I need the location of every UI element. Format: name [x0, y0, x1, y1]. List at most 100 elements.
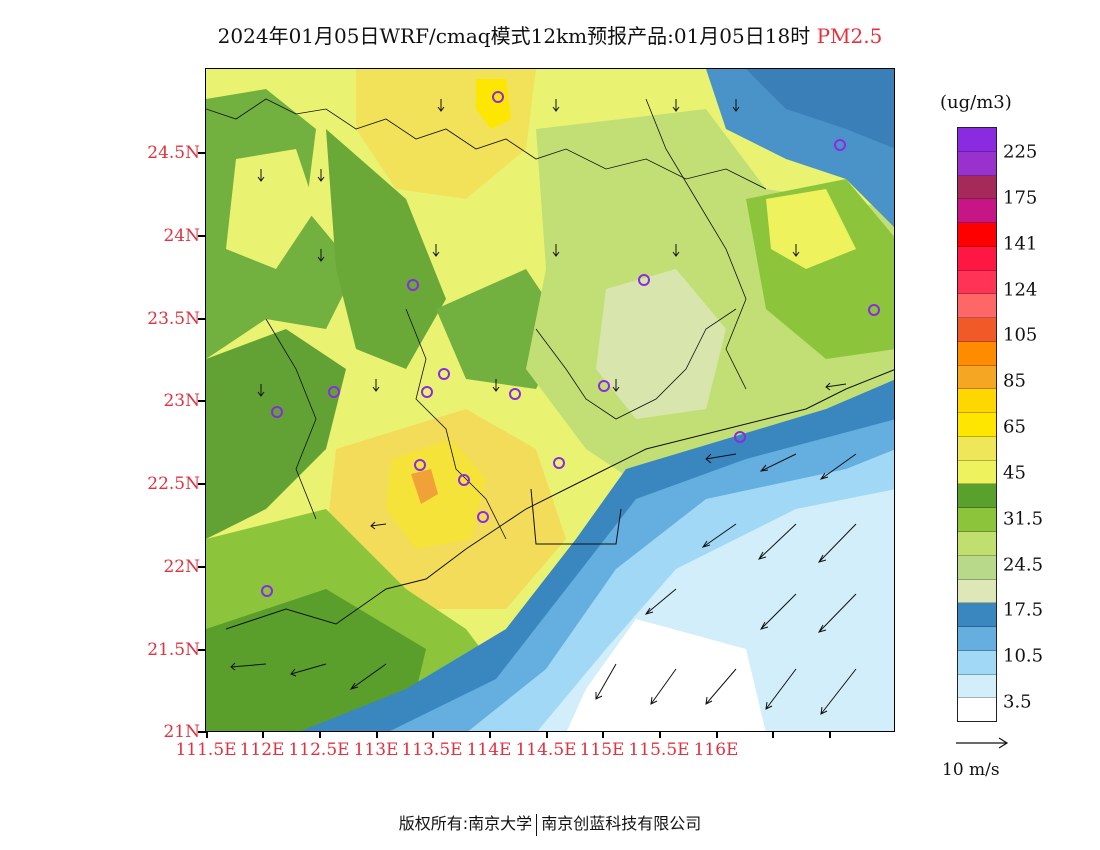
legend-swatch — [958, 199, 996, 224]
lon-tick — [489, 731, 491, 738]
copyright-footer: 版权所有:南京大学 南京创蓝科技有限公司 — [0, 810, 1100, 836]
station-marker — [261, 585, 273, 597]
wind-vector — [432, 244, 440, 257]
legend-swatch — [958, 270, 996, 295]
lat-tick — [198, 649, 206, 651]
legend-label: 45 — [1003, 462, 1026, 484]
wind-vector — [757, 523, 797, 560]
legend-swatch — [958, 128, 996, 152]
lon-label: 116E — [693, 740, 739, 760]
lat-label: 22N — [163, 557, 200, 577]
lat-tick — [198, 318, 206, 320]
wind-vector-key-arrow — [956, 737, 1009, 749]
wind-vector-key-label: 10 m/s — [942, 760, 1000, 780]
legend-swatch — [958, 175, 996, 200]
station-markers — [261, 91, 880, 597]
lon-label: 115.5E — [628, 740, 690, 760]
wind-vector — [825, 382, 847, 391]
lon-tick — [319, 731, 321, 738]
wind-vector — [644, 588, 677, 615]
county-border-west — [265, 318, 317, 520]
wind-vector — [257, 384, 265, 397]
lat-tick — [198, 235, 206, 237]
lon-tick — [376, 731, 378, 738]
wind-vector — [230, 662, 267, 671]
lon-tick — [602, 731, 604, 738]
lat-label: 23N — [163, 391, 200, 411]
pm25-field-orange-core — [411, 469, 438, 504]
legend-label: 124 — [1003, 279, 1038, 301]
station-marker — [438, 368, 450, 380]
station-marker — [638, 274, 650, 286]
pm25-field-green-center — [326, 129, 446, 369]
station-marker — [458, 474, 470, 486]
wind-vector — [650, 668, 677, 705]
legend-label: 65 — [1003, 416, 1026, 438]
legend-swatch — [958, 627, 996, 651]
wind-vector — [792, 244, 800, 257]
lat-tick — [198, 483, 206, 485]
lon-tick — [432, 731, 434, 738]
legend-label: 10.5 — [1003, 645, 1044, 667]
station-marker — [492, 91, 504, 103]
forecast-map — [205, 68, 895, 732]
copyright-company: 南京创蓝科技有限公司 — [541, 814, 702, 833]
wind-vector — [492, 379, 500, 392]
station-marker — [834, 139, 846, 151]
color-legend — [957, 127, 997, 722]
lon-tick — [829, 731, 831, 738]
station-marker — [271, 406, 283, 418]
station-marker — [407, 279, 419, 291]
lon-tick — [262, 731, 264, 738]
lon-tick — [659, 731, 661, 738]
pm25-field-green-southwest — [206, 329, 346, 539]
wind-vectors — [230, 99, 857, 715]
wind-vector — [759, 593, 797, 630]
wind-vector — [732, 99, 740, 112]
station-marker — [553, 457, 565, 469]
wind-vector — [672, 244, 680, 257]
wind-vector — [372, 379, 380, 392]
legend-label: 105 — [1003, 324, 1038, 346]
wind-vector — [759, 453, 797, 472]
wind-vector — [290, 663, 327, 677]
pm25-field-white-sea — [566, 619, 766, 731]
wind-vector — [672, 99, 680, 112]
wind-vector — [317, 169, 325, 182]
lat-label: 21.5N — [147, 640, 200, 660]
title-main: 2024年01月05日WRF/cmaq模式12km预报产品:01月05日18时 — [217, 24, 811, 48]
legend-label: 17.5 — [1003, 599, 1044, 621]
wind-vector — [552, 244, 560, 257]
station-marker — [868, 304, 880, 316]
wind-vector — [437, 99, 445, 112]
pm25-field-darkblue-northeast — [746, 69, 894, 149]
shenzhen-border — [530, 488, 622, 545]
station-marker — [421, 386, 433, 398]
legend-unit: (ug/m3) — [940, 92, 1012, 113]
legend-label: 141 — [1003, 233, 1038, 255]
wind-vector — [595, 663, 617, 700]
legend-swatch — [958, 318, 996, 342]
legend-swatch — [958, 650, 996, 675]
province-border-east — [645, 98, 747, 390]
lon-label: 114E — [466, 740, 512, 760]
legend-swatch — [958, 389, 996, 414]
lon-label: 112.5E — [288, 740, 350, 760]
lon-tick — [206, 731, 208, 738]
legend-swatch — [958, 413, 996, 437]
pm25-field-yellow-northeast — [766, 189, 856, 269]
wind-vector — [817, 593, 857, 633]
lon-label: 111.5E — [175, 740, 237, 760]
title-pollutant: PM2.5 — [816, 24, 883, 48]
legend-label: 24.5 — [1003, 554, 1044, 576]
legend-swatch — [958, 460, 996, 485]
wind-vector — [612, 379, 620, 392]
map-canvas — [206, 69, 894, 731]
lon-label: 114.5E — [515, 740, 577, 760]
copyright-owner: 版权所有:南京大学 — [398, 814, 533, 833]
wind-vector — [552, 99, 560, 112]
lat-label: 24.5N — [147, 143, 200, 163]
wind-vector — [705, 668, 737, 705]
lon-label: 115E — [579, 740, 625, 760]
lat-tick — [198, 731, 206, 733]
